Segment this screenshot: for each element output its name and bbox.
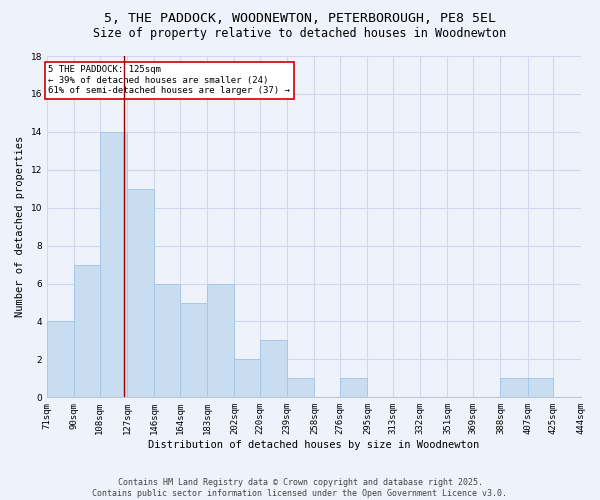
Text: Contains HM Land Registry data © Crown copyright and database right 2025.
Contai: Contains HM Land Registry data © Crown c… [92, 478, 508, 498]
Y-axis label: Number of detached properties: Number of detached properties [15, 136, 25, 318]
Bar [287, 378, 314, 398]
Bar [340, 378, 367, 398]
Bar [527, 378, 553, 398]
Bar [100, 132, 127, 398]
Bar [500, 378, 527, 398]
Bar [47, 322, 74, 398]
Bar [235, 360, 260, 398]
Text: 5, THE PADDOCK, WOODNEWTON, PETERBOROUGH, PE8 5EL: 5, THE PADDOCK, WOODNEWTON, PETERBOROUGH… [104, 12, 496, 26]
Bar [74, 264, 100, 398]
Bar [127, 188, 154, 398]
Bar [207, 284, 235, 398]
Bar [154, 284, 180, 398]
Text: Size of property relative to detached houses in Woodnewton: Size of property relative to detached ho… [94, 28, 506, 40]
Bar [180, 302, 207, 398]
X-axis label: Distribution of detached houses by size in Woodnewton: Distribution of detached houses by size … [148, 440, 479, 450]
Bar [260, 340, 287, 398]
Text: 5 THE PADDOCK: 125sqm
← 39% of detached houses are smaller (24)
61% of semi-deta: 5 THE PADDOCK: 125sqm ← 39% of detached … [49, 66, 290, 96]
